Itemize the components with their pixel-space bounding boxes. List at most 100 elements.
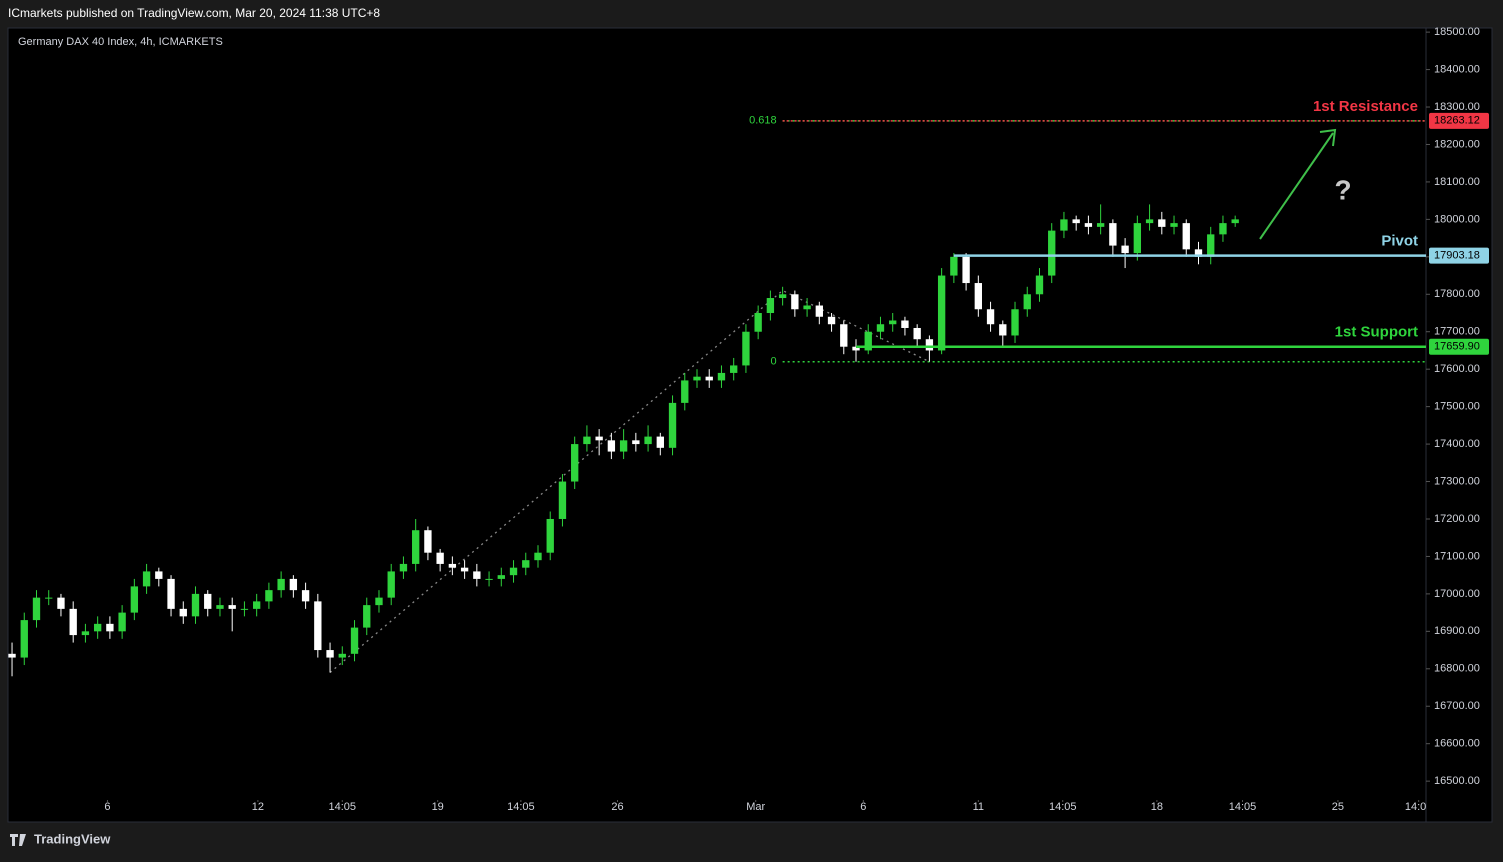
x-tick-label: 6	[104, 801, 110, 813]
candle-body	[142, 571, 151, 587]
candle-body	[1145, 219, 1154, 224]
candle-body	[717, 372, 726, 381]
candle-body	[937, 275, 946, 351]
published-info: ICmarkets published on TradingView.com, …	[8, 6, 380, 20]
candle-body	[1096, 223, 1105, 227]
x-tick-label: 19	[432, 801, 444, 813]
candle-body	[1133, 223, 1142, 254]
candle-body	[424, 530, 432, 553]
candle-body	[730, 365, 738, 373]
candle-body	[876, 324, 885, 332]
level-price-box	[1429, 247, 1489, 264]
candle-body	[778, 294, 787, 299]
arrow-head	[1319, 128, 1337, 147]
candle-body	[1072, 219, 1080, 224]
candle-body	[766, 298, 775, 314]
candle-body	[289, 578, 298, 591]
y-tick-label: 18000.00	[1434, 213, 1480, 225]
x-tick-label: 18	[1151, 801, 1163, 813]
candle-body	[1011, 309, 1019, 336]
candle-body	[632, 440, 640, 445]
candle-body	[644, 436, 652, 445]
x-tick-label: 14:05	[329, 801, 357, 813]
level-name: 1st Resistance	[1313, 98, 1418, 115]
candle-body	[338, 653, 346, 658]
plot: 6 12 14:05 19 14:05 26 Mar 6 11 14:05 18 14:05 25 14:…	[8, 115, 1426, 813]
y-tick-label: 17500.00	[1434, 401, 1480, 413]
candle-body	[803, 305, 811, 310]
candle-body	[1219, 223, 1227, 235]
level-price-label: 18263.12	[1434, 115, 1480, 127]
x-tick-label: Mar	[746, 801, 765, 813]
fib-label: 0.618	[749, 115, 777, 127]
candle-body	[607, 440, 616, 452]
candle-body	[925, 339, 934, 351]
candle-body	[81, 631, 90, 636]
candle-body	[791, 294, 799, 310]
candle-body	[130, 586, 139, 613]
x-tick-label: 11	[973, 801, 984, 813]
y-tick-label: 18500.00	[1434, 26, 1480, 38]
candle-body	[619, 440, 628, 452]
candle-body	[546, 518, 554, 553]
y-tick-label: 17600.00	[1434, 363, 1480, 375]
candle-body	[473, 571, 481, 579]
y-tick-label: 16600.00	[1434, 738, 1480, 750]
candle-body	[118, 612, 126, 632]
candle-body	[167, 578, 175, 609]
y-tick-label: 17700.00	[1434, 326, 1480, 338]
fib-label: 0	[770, 356, 776, 368]
y-tick-label: 17400.00	[1434, 438, 1480, 450]
y-tick-label: 18300.00	[1434, 101, 1480, 113]
candle-body	[252, 601, 261, 609]
candle-body	[45, 597, 53, 599]
candle-body	[583, 436, 591, 445]
candle-body	[363, 605, 371, 628]
candle-body	[962, 256, 970, 284]
candle-body	[350, 627, 359, 654]
candle-body	[668, 402, 677, 448]
candle-body	[375, 597, 383, 606]
candle-body	[436, 552, 444, 564]
candle-body	[1109, 223, 1117, 246]
candle-body	[314, 601, 322, 651]
candle-body	[265, 590, 273, 602]
level-price-box	[1429, 338, 1489, 355]
candle-body	[950, 256, 958, 276]
candle-body	[191, 593, 200, 617]
candle-body	[889, 320, 897, 325]
candle-body	[522, 560, 530, 568]
candle-body	[742, 331, 750, 366]
candle-body	[448, 563, 457, 568]
candle-body	[852, 346, 860, 351]
x-tick-label: 14:05	[1049, 801, 1077, 813]
candle-body	[1194, 249, 1203, 257]
candle-body	[8, 653, 16, 658]
brand-logo	[10, 834, 26, 846]
candle-body	[301, 590, 310, 602]
candle-body	[93, 623, 102, 632]
y-tick-label: 18400.00	[1434, 63, 1480, 75]
candle-body	[1207, 234, 1215, 257]
candle-body	[1170, 223, 1178, 227]
candle-body	[1182, 223, 1190, 250]
candle-body	[204, 593, 212, 609]
candle-body	[106, 623, 114, 632]
candle-body	[1048, 230, 1056, 276]
x-tick-label: 6	[860, 801, 866, 813]
candle-body	[155, 571, 163, 579]
y-tick-label: 17100.00	[1434, 550, 1480, 562]
candle-body	[485, 578, 493, 580]
candle-body	[20, 620, 28, 658]
candle-body	[57, 597, 65, 609]
candle-body	[999, 324, 1007, 336]
candle-body	[240, 608, 249, 610]
y-tick-label: 17200.00	[1434, 513, 1480, 525]
candle-body	[1121, 245, 1129, 254]
candle-body	[1084, 223, 1093, 227]
level-name: Pivot	[1381, 233, 1418, 250]
candle-body	[974, 283, 982, 310]
candle-body	[1231, 219, 1239, 224]
